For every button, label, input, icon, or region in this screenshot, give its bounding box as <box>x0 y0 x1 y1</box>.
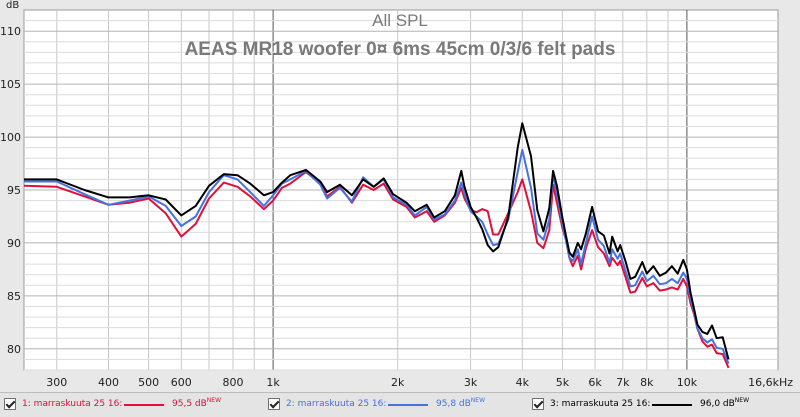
x-tick-label: 1k <box>266 376 280 389</box>
x-tick-label: 16,6kHz <box>748 376 793 389</box>
x-tick-label: 500 <box>138 376 159 389</box>
series-lines <box>24 122 730 369</box>
x-tick-label: 4k <box>516 376 530 389</box>
x-tick-label: 600 <box>171 376 192 389</box>
x-tick-label: 6k <box>588 376 602 389</box>
x-tick-label: 3k <box>464 376 478 389</box>
x-tick-labels: 300 400 500 600 800 1k 2k 3k 4k 5k 6k 7k 8k 10k 16,6kH… <box>46 376 793 389</box>
legend-value-3: 96,0 dBNEW <box>700 397 750 409</box>
series-line-2 <box>24 148 730 364</box>
legend-checkbox-1[interactable] <box>4 398 16 410</box>
y-tick-label: 85 <box>7 290 21 303</box>
legend-swatch-3 <box>652 404 692 406</box>
x-tick-label: 5k <box>556 376 570 389</box>
legend-value-1: 95,5 dBNEW <box>172 397 222 409</box>
x-tick-label: 7k <box>616 376 630 389</box>
x-tick-label: 800 <box>223 376 244 389</box>
x-tick-label: 8k <box>640 376 654 389</box>
chart-subtitle: AEAS MR18 woofer 0¤ 6ms 45cm 0/3/6 felt … <box>185 39 616 60</box>
spl-chart: 80 85 90 95 100 105 110 300 400 500 600 800 1k 2k 3k 4… <box>0 0 794 389</box>
legend-swatch-2 <box>388 404 428 406</box>
y-tick-label: 110 <box>0 25 21 38</box>
legend-label-1: 1: marraskuuta 25 16:24:46 <box>22 399 122 409</box>
legend-checkbox-2[interactable] <box>268 398 280 410</box>
x-tick-label: 300 <box>46 376 67 389</box>
x-tick-label: 10k <box>677 376 698 389</box>
chart-title: All SPL <box>372 11 428 30</box>
y-tick-labels: 80 85 90 95 100 105 110 <box>0 25 21 356</box>
y-tick-label: 95 <box>7 184 21 197</box>
legend-checkbox-3[interactable] <box>532 398 544 410</box>
legend-label-2: 2: marraskuuta 25 16:26:18 <box>286 399 386 409</box>
y-tick-label: 90 <box>7 237 21 250</box>
legend-bar: 1: marraskuuta 25 16:24:46 95,5 dBNEW 2:… <box>0 392 800 417</box>
y-tick-label: 105 <box>0 78 21 91</box>
y-tick-label: 80 <box>7 343 21 356</box>
legend-value-2: 95,8 dBNEW <box>436 397 486 409</box>
legend-label-3: 3: marraskuuta 25 16:27:04 <box>550 399 650 409</box>
grid <box>24 10 778 371</box>
x-tick-label: 400 <box>98 376 119 389</box>
x-tick-label: 2k <box>391 376 405 389</box>
y-tick-label: 100 <box>0 131 21 144</box>
y-axis-unit: dB <box>6 0 19 11</box>
legend-swatch-1 <box>124 404 164 406</box>
series-line-1 <box>24 171 730 369</box>
series-line-3 <box>24 122 730 360</box>
